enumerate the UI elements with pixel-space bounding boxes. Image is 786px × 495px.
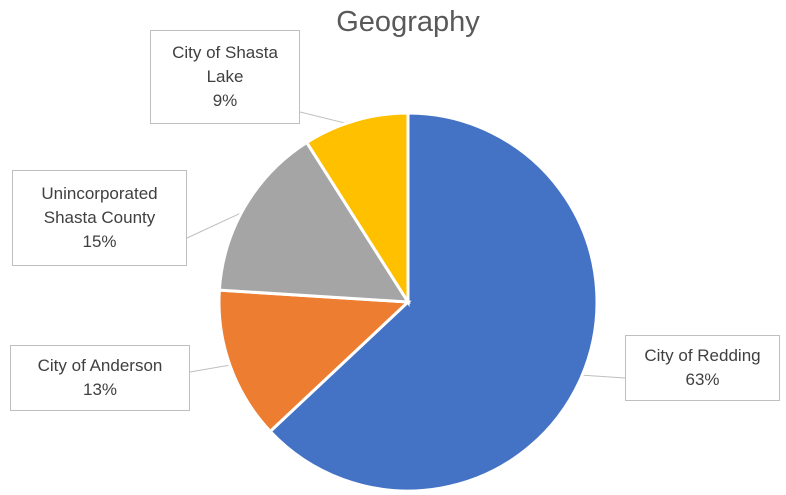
category-name: City of Anderson [37,356,163,376]
category-name: City of Shasta Lake [172,43,278,87]
chart-title: Geography [336,6,480,38]
pie-slice [304,111,410,308]
data-label: City of Anderson 13% [10,345,190,411]
value-label: 63% [685,370,720,389]
pie-slice [217,140,411,304]
value-label: 13% [82,380,118,399]
category-name: Unincorporated Shasta County [41,184,158,228]
data-label: Unincorporated Shasta County 15% [12,170,187,266]
data-label: City of Redding 63% [625,335,780,401]
leader-line [576,374,626,379]
pie-slice [217,288,412,434]
value-label: 15% [82,231,117,251]
leader-line [189,363,236,373]
data-label: City of Shasta Lake 9% [150,30,300,124]
category-name: City of Redding [644,346,761,366]
pie-slice [268,111,599,493]
value-label: 9% [212,90,238,110]
